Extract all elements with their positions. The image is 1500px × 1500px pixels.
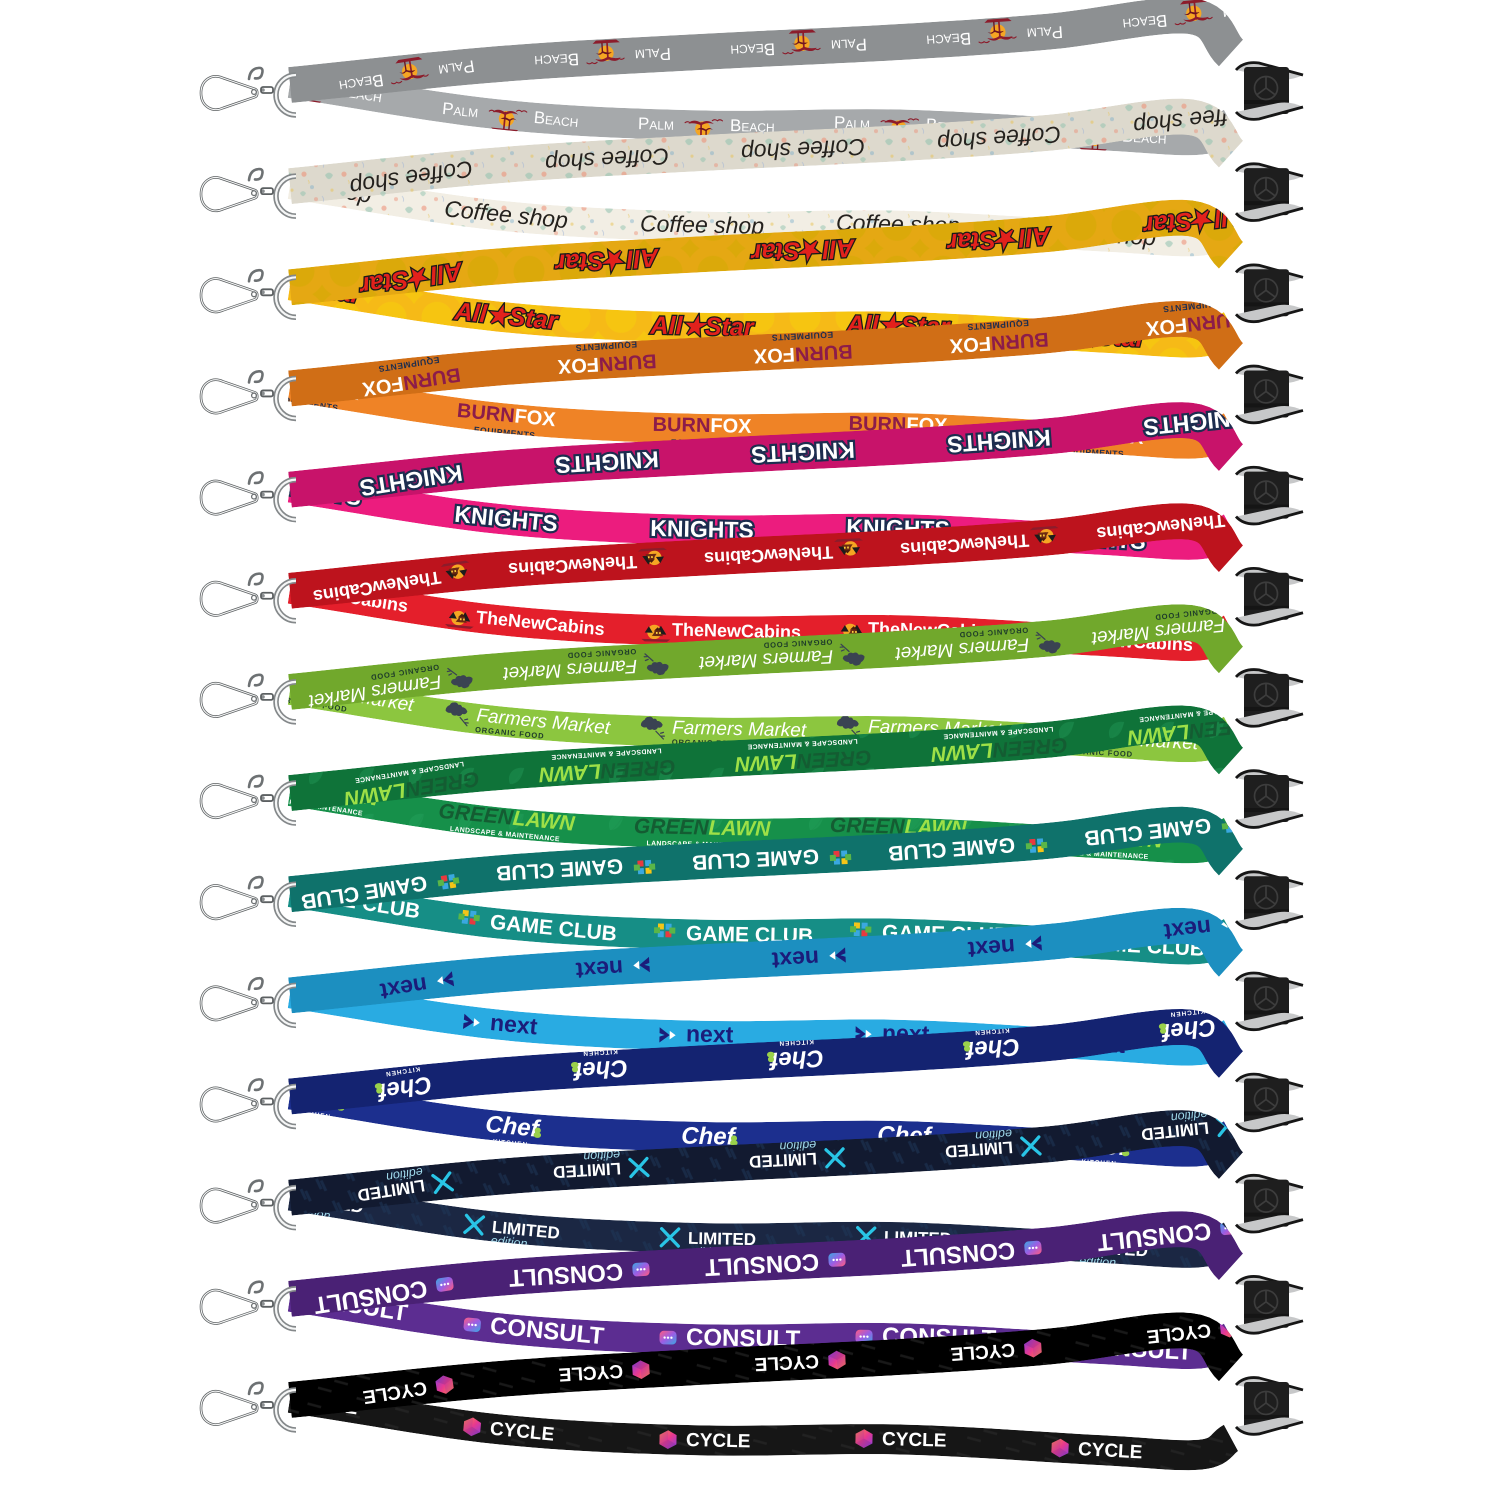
svg-text:Chef: Chef [964, 1033, 1021, 1064]
svg-text:Palm: Palm [638, 114, 674, 134]
svg-text:next: next [575, 955, 624, 984]
svg-text:Palm: Palm [1026, 22, 1063, 43]
svg-text:edition: edition [1170, 1107, 1208, 1125]
svg-text:Beach: Beach [534, 49, 580, 71]
svg-text:KITCHEN: KITCHEN [582, 1048, 618, 1057]
svg-text:edition: edition [583, 1148, 621, 1164]
svg-text:CYCLE: CYCLE [1077, 1439, 1142, 1463]
svg-text:Chef: Chef [1159, 1013, 1217, 1046]
svg-text:CYCLE: CYCLE [558, 1360, 624, 1385]
svg-text:Palm: Palm [831, 35, 868, 56]
svg-text:Beach: Beach [730, 39, 776, 60]
svg-text:edition: edition [490, 1233, 528, 1250]
svg-text:CONSULT: CONSULT [489, 1312, 606, 1350]
svg-text:KNIGHTS: KNIGHTS [751, 437, 856, 468]
svg-text:All★Star: All★Star [750, 233, 857, 266]
svg-text:next: next [686, 1020, 734, 1047]
svg-text:Chef: Chef [572, 1054, 629, 1084]
svg-text:Chef: Chef [768, 1044, 825, 1074]
svg-text:next: next [967, 934, 1016, 963]
svg-text:next: next [489, 1009, 539, 1039]
svg-text:All★Star: All★Star [452, 297, 559, 335]
svg-text:BURNFOX: BURNFOX [652, 414, 752, 438]
svg-text:Beach: Beach [926, 29, 972, 51]
svg-text:Palm: Palm [1222, 1, 1260, 24]
svg-text:Palm: Palm [441, 99, 479, 121]
svg-text:CYCLE: CYCLE [686, 1430, 751, 1452]
svg-text:KNIGHTS: KNIGHTS [453, 501, 559, 537]
svg-text:Palm: Palm [634, 44, 671, 65]
svg-text:CYCLE: CYCLE [882, 1429, 947, 1452]
svg-text:KITCHEN: KITCHEN [1081, 1159, 1117, 1168]
svg-text:GREENLAWN: GREENLAWN [634, 815, 772, 841]
svg-text:next: next [1162, 914, 1212, 945]
svg-text:next: next [771, 945, 820, 973]
svg-text:CYCLE: CYCLE [754, 1350, 819, 1374]
